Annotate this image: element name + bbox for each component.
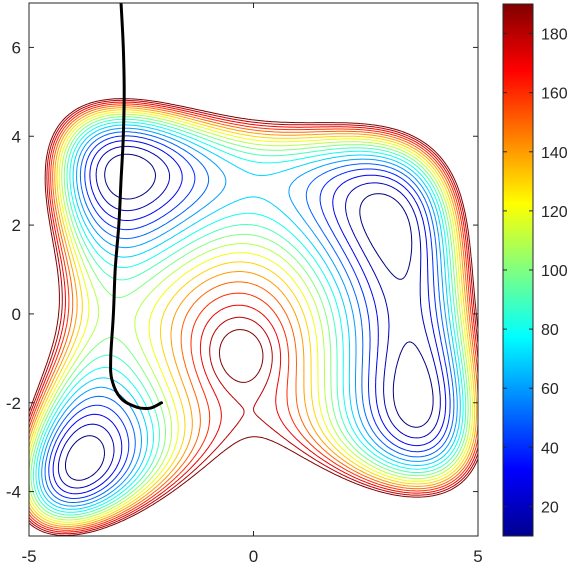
contour-level-line bbox=[29, 105, 478, 529]
colorbar-tick-label: 60 bbox=[541, 381, 559, 398]
optimization-path bbox=[109, 3, 163, 411]
contour-level-line bbox=[48, 135, 451, 499]
contour-level-line bbox=[52, 140, 447, 495]
x-tick-label: 0 bbox=[249, 547, 258, 566]
x-tick-label: -5 bbox=[21, 547, 36, 566]
contour-level-line bbox=[44, 131, 455, 503]
plot-area bbox=[29, 3, 478, 536]
contour-level-line bbox=[30, 116, 469, 519]
contour-level-line bbox=[29, 109, 476, 525]
contour-level-line bbox=[65, 153, 434, 481]
contour-level-line bbox=[57, 145, 441, 489]
colorbar-tick-label: 120 bbox=[541, 204, 568, 221]
contour-level-line bbox=[29, 101, 478, 533]
contour-level-line bbox=[35, 121, 464, 513]
contour-level-line bbox=[32, 118, 467, 516]
contour-level-line bbox=[29, 107, 478, 527]
y-tick-label: 2 bbox=[12, 216, 21, 235]
colorbar bbox=[502, 3, 534, 537]
contour-lines bbox=[29, 98, 478, 536]
contour-level-line bbox=[29, 111, 474, 523]
colorbar-axis: 20 40 60 80 100 120 140 160 180 bbox=[503, 27, 568, 516]
colorbar-tick-label: 100 bbox=[541, 263, 568, 280]
y-tick-label: 6 bbox=[12, 38, 21, 57]
x-tick-label: 5 bbox=[473, 547, 482, 566]
colorbar-tick-label: 20 bbox=[541, 499, 559, 516]
colorbar-tick-label: 40 bbox=[541, 440, 559, 457]
colorbar-tick-label: 160 bbox=[541, 86, 568, 103]
colorbar-tick-label: 80 bbox=[541, 322, 559, 339]
y-tick-label: -2 bbox=[6, 394, 21, 413]
contour-level-line bbox=[29, 113, 471, 521]
colorbar-tick-label: 180 bbox=[541, 27, 568, 44]
contour-level-line bbox=[38, 124, 461, 510]
contour-level-line bbox=[41, 127, 458, 507]
contour-level-line bbox=[29, 98, 478, 536]
contour-level-line bbox=[29, 103, 478, 531]
y-tick-label: 0 bbox=[12, 305, 21, 324]
contour-level-line bbox=[29, 99, 478, 535]
x-axis: -5 0 5 bbox=[21, 3, 483, 566]
y-tick-label: 4 bbox=[12, 127, 21, 146]
colorbar-tick-label: 140 bbox=[541, 145, 568, 162]
y-axis: -4 -2 0 2 4 6 bbox=[6, 38, 478, 502]
y-tick-label: -4 bbox=[6, 483, 21, 502]
